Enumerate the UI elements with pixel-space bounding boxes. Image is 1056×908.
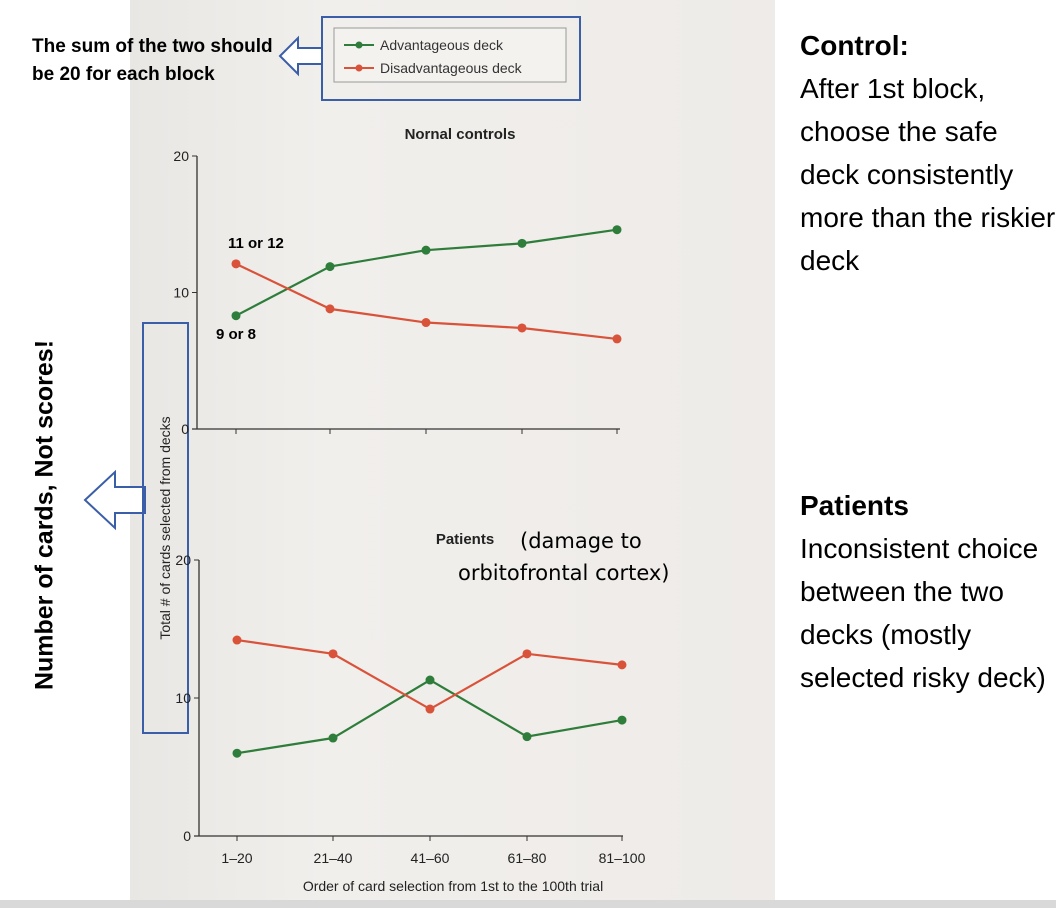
series-line-disadvantageous bbox=[235, 262, 618, 341]
legend-marker-advantageous bbox=[355, 41, 363, 49]
chart-title-patients: Patients bbox=[436, 531, 494, 548]
patients-explanation: Patients Inconsistent choice between the… bbox=[800, 484, 1056, 699]
series-line-advantageous bbox=[235, 228, 618, 317]
series-line-disadvantageous bbox=[236, 638, 623, 711]
data-point bbox=[325, 262, 335, 272]
chart-title-controls: Nornal controls bbox=[405, 126, 516, 143]
data-point bbox=[517, 323, 527, 333]
control-title: Control: bbox=[800, 30, 909, 61]
data-point bbox=[231, 259, 241, 269]
data-point bbox=[522, 649, 532, 659]
x-tick-label: 1–20 bbox=[221, 850, 252, 866]
data-point bbox=[328, 649, 338, 659]
y-tick-label: 0 bbox=[181, 421, 189, 437]
data-point bbox=[232, 748, 242, 758]
data-point bbox=[325, 304, 335, 314]
data-point bbox=[612, 225, 622, 235]
legend-label-disadvantageous: Disadvantageous deck bbox=[380, 60, 523, 76]
x-tick-label: 61–80 bbox=[508, 850, 547, 866]
x-tick-label: 21–40 bbox=[314, 850, 353, 866]
x-tick-label: 41–60 bbox=[411, 850, 450, 866]
data-point bbox=[617, 715, 627, 725]
control-text: After 1st block, choose the safe deck co… bbox=[800, 73, 1056, 276]
y-tick-label: 20 bbox=[175, 552, 191, 568]
data-point bbox=[612, 334, 622, 344]
data-point bbox=[425, 675, 435, 685]
data-point bbox=[231, 311, 241, 321]
left-arrow-icon bbox=[278, 35, 323, 77]
data-point bbox=[232, 635, 242, 645]
y-axis-label: Total # of cards selected from decks bbox=[157, 416, 173, 639]
y-tick-label: 10 bbox=[175, 690, 191, 706]
y-tick-label: 0 bbox=[183, 828, 191, 844]
bottom-border bbox=[0, 900, 1056, 908]
legend-frame bbox=[333, 27, 567, 83]
data-point bbox=[617, 660, 627, 670]
data-point bbox=[421, 318, 431, 328]
ylabel-highlight-box bbox=[142, 322, 189, 734]
patients-title: Patients bbox=[800, 490, 909, 521]
data-point bbox=[425, 704, 435, 714]
patients-damage-line1: (damage to bbox=[520, 529, 642, 553]
x-axis-label: Order of card selection from 1st to the … bbox=[303, 878, 603, 894]
green-start-annotation: 9 or 8 bbox=[216, 326, 256, 343]
legend: Advantageous deck Disadvantageous deck bbox=[321, 16, 581, 101]
series-line-advantageous bbox=[236, 678, 623, 755]
y-tick-label: 20 bbox=[173, 148, 189, 164]
data-point bbox=[421, 245, 431, 255]
data-point bbox=[517, 238, 527, 248]
y-tick-label: 10 bbox=[173, 285, 189, 301]
sum-note: The sum of the two should be 20 for each… bbox=[32, 36, 273, 85]
data-point bbox=[522, 732, 532, 742]
x-tick-label: 81–100 bbox=[599, 850, 646, 866]
control-explanation: Control: After 1st block, choose the saf… bbox=[800, 24, 1056, 282]
patients-text: Inconsistent choice between the two deck… bbox=[800, 533, 1046, 693]
legend-marker-disadvantageous bbox=[355, 64, 363, 72]
patients-damage-line2: orbitofrontal cortex) bbox=[458, 561, 670, 585]
data-point bbox=[328, 733, 338, 743]
left-arrow-icon bbox=[83, 469, 146, 531]
legend-label-advantageous: Advantageous deck bbox=[380, 37, 504, 53]
red-start-annotation: 11 or 12 bbox=[228, 235, 284, 252]
